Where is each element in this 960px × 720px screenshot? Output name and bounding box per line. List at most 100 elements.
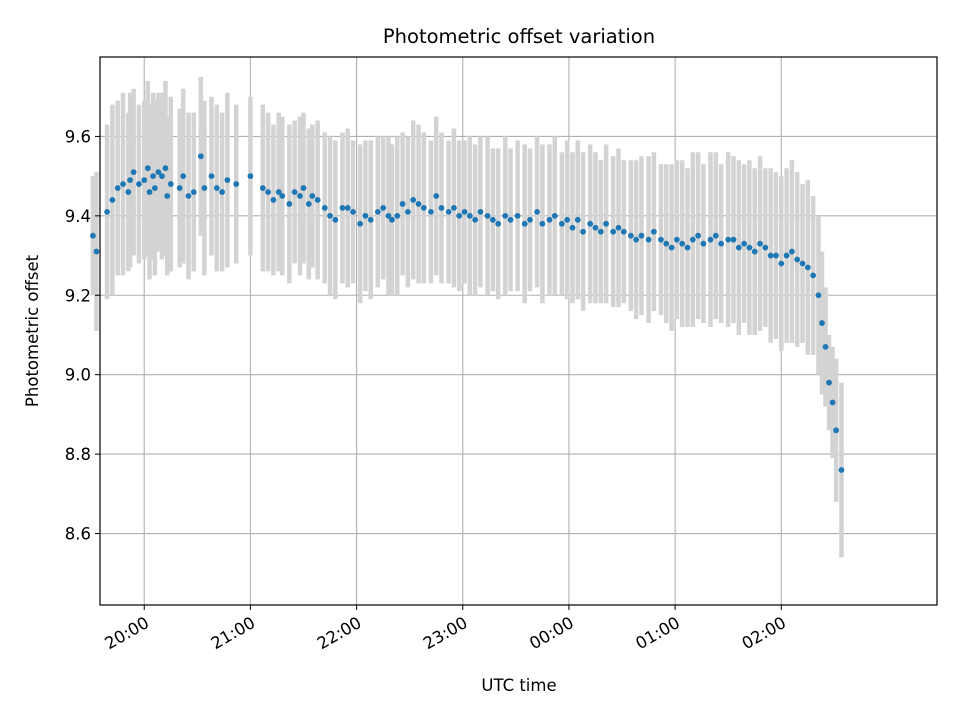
data-point xyxy=(367,216,374,223)
data-point xyxy=(314,197,321,203)
data-point xyxy=(527,216,533,223)
data-point xyxy=(90,232,96,239)
data-point xyxy=(259,185,266,191)
data-point xyxy=(762,244,769,251)
data-point xyxy=(663,240,670,247)
data-point xyxy=(822,343,829,350)
chart-title: Photometric offset variation xyxy=(383,25,655,48)
data-point xyxy=(826,379,832,386)
data-point xyxy=(472,216,479,223)
data-point xyxy=(309,193,316,199)
data-point xyxy=(679,240,686,247)
data-point xyxy=(783,252,790,259)
data-point xyxy=(833,427,840,434)
data-point xyxy=(707,236,714,243)
data-point xyxy=(127,177,133,184)
data-point xyxy=(514,212,521,219)
data-point xyxy=(804,264,811,271)
y-tick-label: 8.6 xyxy=(65,525,91,544)
data-point xyxy=(321,204,328,211)
data-point xyxy=(155,169,162,176)
data-point xyxy=(265,189,272,195)
data-point xyxy=(146,189,153,195)
x-axis-label: UTC time xyxy=(481,676,556,695)
data-point xyxy=(270,197,277,203)
y-tick-label: 8.8 xyxy=(65,445,91,464)
data-point xyxy=(305,201,312,207)
data-point xyxy=(141,177,148,184)
data-point xyxy=(819,320,825,326)
data-point xyxy=(658,236,664,243)
data-point xyxy=(339,204,346,211)
plot-frame xyxy=(99,56,938,606)
data-point xyxy=(574,216,581,223)
data-point xyxy=(546,216,553,223)
data-point xyxy=(410,197,417,203)
data-point xyxy=(176,185,183,191)
data-point xyxy=(164,193,171,199)
data-point xyxy=(144,165,151,172)
data-point xyxy=(633,236,640,243)
data-point xyxy=(539,220,546,227)
data-point xyxy=(695,232,702,239)
data-points xyxy=(90,153,845,473)
data-point xyxy=(150,173,156,180)
data-point xyxy=(746,244,753,251)
data-point xyxy=(208,173,215,180)
data-point xyxy=(224,177,231,184)
data-point xyxy=(130,169,137,176)
data-point xyxy=(502,212,509,219)
data-point xyxy=(445,208,452,215)
data-point xyxy=(810,272,817,279)
data-point xyxy=(569,224,576,231)
data-point xyxy=(136,181,142,187)
data-point xyxy=(185,193,192,199)
data-point xyxy=(332,216,339,223)
data-point xyxy=(757,240,763,247)
y-tick-label: 9.6 xyxy=(65,127,91,146)
y-tick-label: 9.2 xyxy=(65,286,91,305)
data-point xyxy=(603,220,609,227)
data-point xyxy=(120,181,126,187)
data-point xyxy=(773,252,779,259)
data-point xyxy=(219,189,225,195)
y-axis: 8.6 8.8 9.0 9.2 9.4 9.6 xyxy=(65,127,100,544)
data-point xyxy=(109,197,116,203)
data-point xyxy=(159,173,165,180)
data-point xyxy=(620,228,627,235)
data-point xyxy=(357,220,364,227)
data-point xyxy=(627,232,634,239)
data-point xyxy=(190,189,197,195)
data-point xyxy=(725,236,732,243)
data-point xyxy=(684,244,691,251)
data-point xyxy=(374,208,381,215)
data-point xyxy=(521,220,528,227)
data-point xyxy=(799,260,806,267)
data-point xyxy=(451,204,457,211)
data-point xyxy=(420,204,427,211)
data-point xyxy=(751,248,758,255)
data-point xyxy=(151,185,158,191)
data-point xyxy=(466,212,473,219)
data-point xyxy=(610,228,617,235)
data-point xyxy=(104,208,110,215)
data-point xyxy=(741,240,748,247)
data-point xyxy=(700,240,707,247)
data-point xyxy=(125,189,132,195)
data-point xyxy=(433,193,440,199)
data-point xyxy=(615,224,622,231)
data-point xyxy=(456,212,463,219)
data-point xyxy=(279,193,286,199)
data-point xyxy=(489,216,496,223)
data-point xyxy=(162,165,169,172)
data-point xyxy=(197,153,204,160)
data-point xyxy=(580,228,586,235)
data-point xyxy=(275,189,282,195)
data-point xyxy=(712,232,719,239)
data-point xyxy=(534,208,540,215)
data-point xyxy=(597,228,604,235)
data-point xyxy=(93,248,100,255)
data-point xyxy=(344,204,351,211)
data-point xyxy=(362,212,369,219)
